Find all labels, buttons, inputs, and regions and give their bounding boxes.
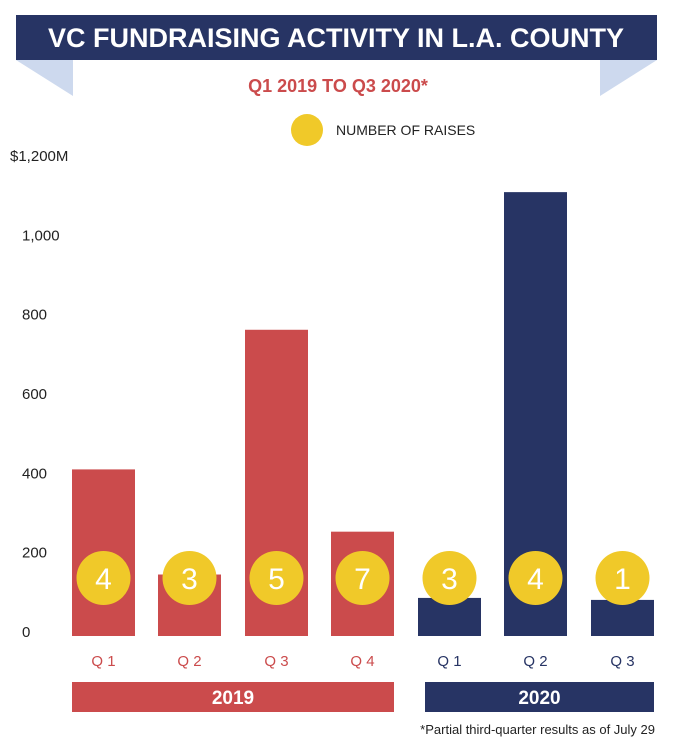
legend-label: NUMBER OF RAISES bbox=[336, 122, 475, 138]
year-band bbox=[425, 682, 654, 712]
year-label: 2020 bbox=[518, 688, 560, 709]
y-tick-label: 0 bbox=[22, 624, 30, 641]
ribbon-left bbox=[16, 60, 73, 96]
raises-marker bbox=[335, 551, 390, 605]
y-tick-label: 600 bbox=[22, 386, 47, 403]
raises-count: 3 bbox=[441, 563, 458, 596]
x-tick-label: Q 2 bbox=[177, 653, 201, 670]
year-label: 2019 bbox=[212, 688, 254, 709]
x-tick-label: Q 4 bbox=[350, 653, 374, 670]
ribbon-right bbox=[600, 60, 657, 96]
raises-marker bbox=[249, 551, 304, 605]
y-tick-label: 1,000 bbox=[22, 227, 60, 244]
raises-marker bbox=[595, 551, 650, 605]
y-tick-label: 800 bbox=[22, 307, 47, 324]
raises-count: 7 bbox=[354, 563, 371, 596]
raises-count: 3 bbox=[181, 563, 198, 596]
raises-marker bbox=[508, 551, 563, 605]
bar bbox=[591, 599, 654, 636]
raises-count: 1 bbox=[614, 563, 631, 596]
y-tick-label: 200 bbox=[22, 545, 47, 562]
raises-marker bbox=[422, 551, 477, 605]
raises-count: 5 bbox=[268, 563, 285, 596]
raises-count: 4 bbox=[95, 563, 112, 596]
raises-marker bbox=[162, 551, 217, 605]
x-tick-label: Q 2 bbox=[523, 653, 547, 670]
chart-title: VC FUNDRAISING ACTIVITY IN L.A. COUNTY bbox=[48, 23, 624, 53]
year-band bbox=[72, 682, 394, 712]
chart-subtitle: Q1 2019 TO Q3 2020* bbox=[248, 76, 428, 96]
legend-marker bbox=[291, 114, 323, 146]
x-tick-label: Q 1 bbox=[437, 653, 461, 670]
raises-count: 4 bbox=[527, 563, 544, 596]
x-tick-label: Q 3 bbox=[264, 653, 288, 670]
x-tick-label: Q 1 bbox=[91, 653, 115, 670]
title-banner bbox=[16, 15, 657, 60]
footnote: *Partial third-quarter results as of Jul… bbox=[420, 722, 655, 737]
y-tick-label: $1,200M bbox=[10, 148, 68, 165]
y-tick-label: 400 bbox=[22, 465, 47, 482]
x-tick-label: Q 3 bbox=[610, 653, 634, 670]
raises-marker bbox=[76, 551, 131, 605]
